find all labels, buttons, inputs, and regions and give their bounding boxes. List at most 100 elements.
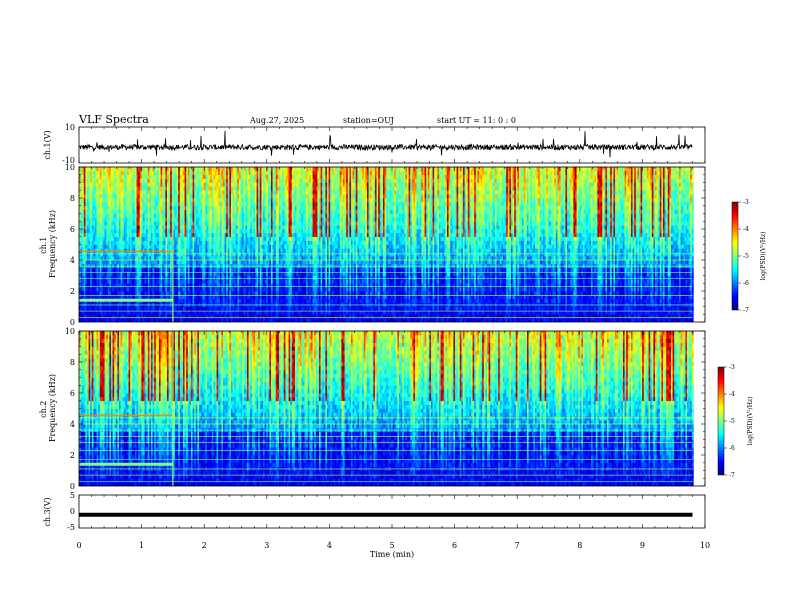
spectrogram-cell (96, 209, 99, 214)
spectrogram-cell (147, 294, 150, 300)
spectrogram-cell (114, 221, 117, 226)
spectrogram-cell (159, 201, 161, 207)
spectrogram-cell (178, 256, 181, 261)
spectrogram-cell (85, 201, 88, 207)
spectrogram-cell (146, 232, 149, 238)
spectrogram-cell (224, 170, 227, 176)
spectrogram-cell (179, 225, 182, 230)
spectrogram-cell (127, 244, 129, 249)
spectrogram-cell (194, 201, 197, 207)
spectrogram-cell (232, 213, 235, 218)
spectrogram-cell (106, 314, 109, 319)
spectrogram-cell (128, 190, 131, 195)
spectrogram-cell (80, 209, 83, 214)
spectrogram-cell (239, 201, 241, 207)
spectrogram-cell (178, 267, 181, 272)
spectrogram-cell (191, 240, 193, 245)
spectrogram-cell (239, 240, 241, 245)
spectrogram-cell (98, 182, 101, 187)
spectrogram-cell (165, 201, 168, 207)
spectrogram-cell (213, 205, 216, 210)
spectrogram-cell (104, 167, 107, 172)
spectrogram-cell (157, 236, 160, 241)
spectrogram-cell (234, 236, 237, 241)
spectrogram-cell (229, 170, 232, 176)
spectrogram-cell (234, 283, 237, 288)
spectrogram-cell (250, 283, 253, 288)
spectrogram-cell (240, 287, 243, 292)
spectrogram-cell (178, 182, 181, 187)
spectrogram-cell (191, 252, 193, 257)
spectrogram-cell (234, 178, 237, 183)
spectrogram-cell (101, 260, 104, 265)
spectrogram-cell (79, 194, 81, 199)
spectrogram-cell (163, 244, 166, 249)
spectrogram-cell (154, 221, 157, 226)
spectrogram-cell (215, 240, 217, 245)
spectrogram-cell (104, 275, 107, 280)
spectrogram-cell (104, 310, 107, 315)
spectrogram-cell (99, 198, 102, 203)
spectrogram-cell (248, 236, 251, 241)
spectrogram-cell (237, 221, 240, 226)
spectrogram-cell (133, 167, 136, 172)
spectrogram-cell (203, 260, 206, 265)
spectrogram-cell (253, 298, 256, 303)
spectrogram-cell (261, 244, 264, 249)
spectrogram-cell (269, 256, 272, 261)
spectrogram-cell (157, 217, 160, 222)
spectrogram-cell (82, 279, 85, 284)
spectrogram-cell (272, 236, 275, 241)
spectrogram-cell (138, 232, 141, 238)
spectrogram-cell (133, 294, 136, 300)
spectrogram-cell (234, 267, 237, 272)
spectrogram-cell (125, 182, 128, 187)
spectrogram-cell (79, 275, 81, 280)
spectrogram-cell (176, 170, 179, 176)
spectrogram-cell (210, 205, 213, 210)
spectrogram-cell (221, 279, 224, 284)
spectrogram-cell (138, 190, 141, 195)
spectrogram-cell (184, 267, 187, 272)
spectrogram-cell (93, 209, 96, 214)
spectrogram-cell (272, 306, 275, 311)
spectrogram-cell (264, 201, 267, 207)
spectrogram-cell (223, 275, 225, 280)
spectrogram-cell (215, 232, 217, 238)
spectrogram-cell (187, 170, 190, 176)
spectrogram-cell (143, 271, 145, 276)
spectrogram-cell (205, 217, 208, 222)
spectrogram-cell (247, 221, 249, 226)
spectrogram-cell (272, 314, 275, 319)
spectrogram-cell (111, 209, 113, 214)
spectrogram-cell (122, 252, 125, 257)
spectrogram-cell (247, 244, 249, 249)
spectrogram-cell (125, 275, 128, 280)
spectrogram-cell (141, 283, 144, 288)
spectrogram-cell (93, 236, 96, 241)
spectrogram-cell (165, 167, 168, 172)
spectrogram-cell (234, 252, 237, 257)
spectrogram-cell (128, 178, 131, 183)
spectrogram-cell (191, 314, 193, 319)
spectrogram-cell (255, 248, 257, 253)
spectrogram-cell (240, 294, 243, 300)
spectrogram-cell (175, 310, 177, 315)
spectrogram-cell (256, 283, 259, 288)
spectrogram-cell (183, 213, 185, 218)
spectrogram-cell (82, 194, 85, 199)
spectrogram-cell (263, 271, 265, 276)
spectrogram-cell (267, 310, 270, 315)
spectrogram-cell (119, 213, 121, 218)
spectrogram-cell (139, 182, 142, 187)
spectrogram-cell (178, 232, 181, 238)
spectrogram-cell (255, 217, 257, 222)
spectrogram-cell (99, 275, 102, 280)
spectrogram-cell (211, 229, 214, 234)
spectrogram-cell (213, 260, 216, 265)
spectrogram-cell (98, 198, 101, 203)
spectrogram-cell (227, 244, 230, 249)
spectrogram-cell (187, 267, 190, 272)
spectrogram-cell (272, 256, 275, 261)
spectrogram-cell (269, 240, 272, 245)
